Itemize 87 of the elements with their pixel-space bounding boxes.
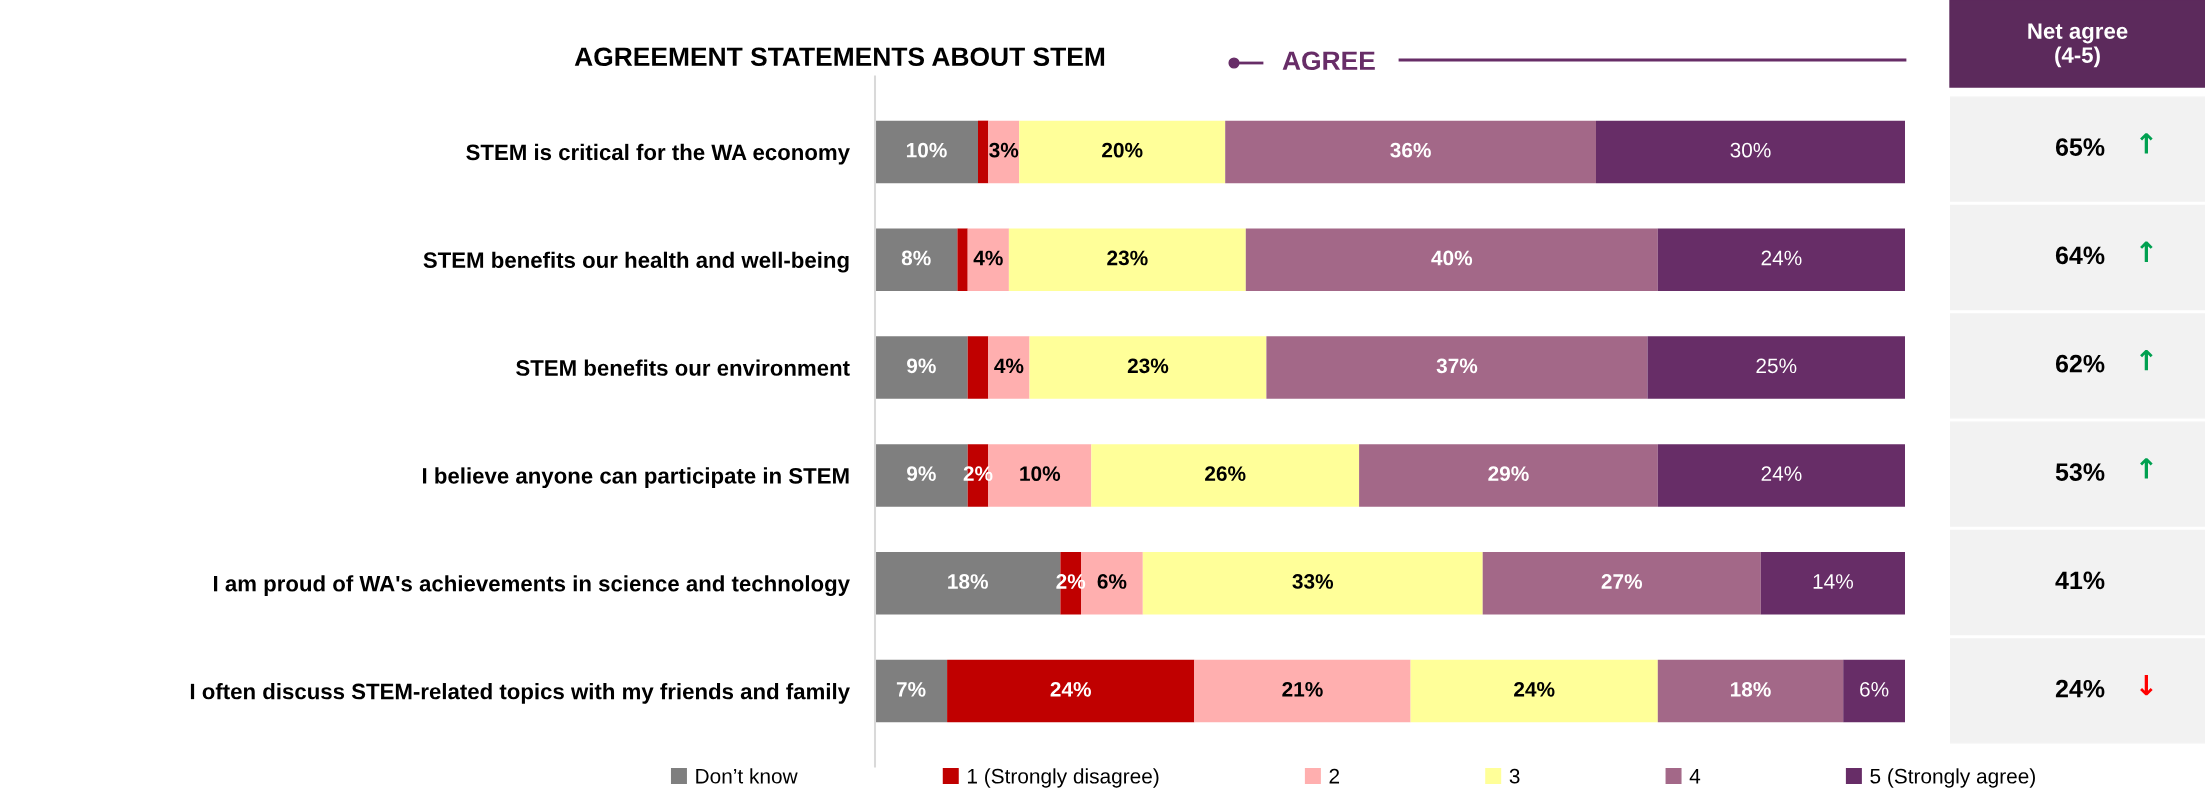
y-tick-label: I believe anyone can participate in STEM	[422, 467, 849, 489]
text: ↑	[2140, 458, 2153, 479]
bar	[875, 228, 958, 292]
bar	[1843, 659, 1905, 723]
data-label: 3%	[989, 142, 1019, 158]
bar	[1482, 551, 1761, 615]
text: Net agree (4-5)	[2028, 23, 2128, 68]
data-label: 24%	[1514, 681, 1555, 697]
data-label: 30%	[1730, 142, 1771, 158]
legend-label: 1 (Strongly disagree)	[967, 768, 1159, 788]
bar	[947, 659, 1195, 723]
y-tick-label: I am proud of WA's achievements in science and technology	[214, 575, 850, 597]
data-label: 24%	[1761, 250, 1802, 266]
text: 41%	[2055, 571, 2105, 590]
bar	[1266, 336, 1648, 399]
legend-label: 2	[1329, 768, 1340, 784]
bar	[1647, 336, 1905, 399]
data-label: 36%	[1390, 142, 1431, 158]
data-label: 40%	[1431, 250, 1473, 266]
data-label: 24%	[1761, 466, 1802, 481]
bar	[1008, 228, 1246, 292]
data-label: 27%	[1601, 574, 1643, 589]
data-label: 23%	[1107, 250, 1148, 266]
legend-label: Don’t know	[696, 768, 798, 784]
data-label: 4%	[994, 358, 1024, 374]
data-label: 10%	[906, 142, 947, 158]
data-label: 25%	[1756, 358, 1797, 374]
bar	[1657, 659, 1844, 723]
legend-label: 5 (Strongly agree)	[1870, 768, 2035, 788]
data-label: 37%	[1436, 358, 1478, 374]
text: 62%	[2055, 354, 2105, 373]
bar	[1657, 228, 1905, 292]
text: AGREE	[1282, 51, 1375, 71]
data-label: 26%	[1205, 466, 1246, 482]
bar	[1760, 551, 1905, 615]
text: ↑	[2140, 241, 2153, 262]
legend-label: 3	[1509, 768, 1520, 784]
bar	[875, 120, 978, 184]
data-label: 24%	[1050, 681, 1091, 697]
bar	[1359, 444, 1658, 507]
bar	[1225, 120, 1596, 184]
bar	[1596, 120, 1905, 184]
bar	[1019, 120, 1226, 184]
data-label: 29%	[1488, 466, 1529, 482]
bar	[1410, 659, 1658, 723]
y-tick-label: STEM benefits our environment	[516, 359, 850, 376]
y-tick-label: I often discuss STEM-related topics with my friends and family	[190, 683, 850, 704]
bar	[1194, 659, 1411, 723]
data-label: 6%	[1860, 681, 1889, 697]
bar	[1091, 444, 1360, 507]
y-tick-label: STEM is critical for the WA economy	[466, 143, 850, 165]
y-tick-label: STEM benefits our health and well-being	[423, 251, 849, 273]
bar	[1142, 551, 1483, 615]
data-label: 23%	[1127, 358, 1169, 374]
text: ↓	[2140, 675, 2153, 696]
data-label: 20%	[1102, 142, 1143, 158]
data-label: 7%	[896, 681, 926, 697]
bar	[1245, 228, 1658, 292]
bar	[988, 336, 1030, 399]
text: ↑	[2140, 349, 2153, 371]
bar	[957, 228, 968, 292]
bar	[875, 336, 968, 399]
data-label: 9%	[907, 466, 936, 482]
bar	[978, 120, 989, 184]
bar	[1657, 444, 1905, 507]
data-label: 10%	[1020, 466, 1061, 482]
bar	[967, 228, 1009, 292]
legend-label: 4	[1689, 769, 1701, 784]
bar	[1029, 336, 1267, 399]
data-label: 8%	[901, 250, 931, 266]
data-label: 18%	[1730, 681, 1771, 697]
bar	[988, 120, 1020, 184]
data-label: 33%	[1292, 574, 1334, 589]
data-label: 18%	[948, 574, 988, 589]
text: 65%	[2055, 138, 2105, 156]
data-label: 9%	[907, 358, 936, 374]
data-label: 21%	[1282, 681, 1323, 697]
data-label: 4%	[973, 250, 1003, 266]
data-label: 6%	[1097, 574, 1127, 589]
chart-title: AGREEMENT STATEMENTS ABOUT STEM	[574, 47, 1105, 67]
bar	[967, 336, 989, 399]
bar	[875, 659, 948, 723]
text: 64%	[2055, 246, 2105, 265]
text: 24%	[2055, 679, 2105, 698]
data-label: 14%	[1813, 574, 1854, 589]
text: ↑	[2140, 133, 2153, 154]
text: 53%	[2055, 463, 2105, 481]
